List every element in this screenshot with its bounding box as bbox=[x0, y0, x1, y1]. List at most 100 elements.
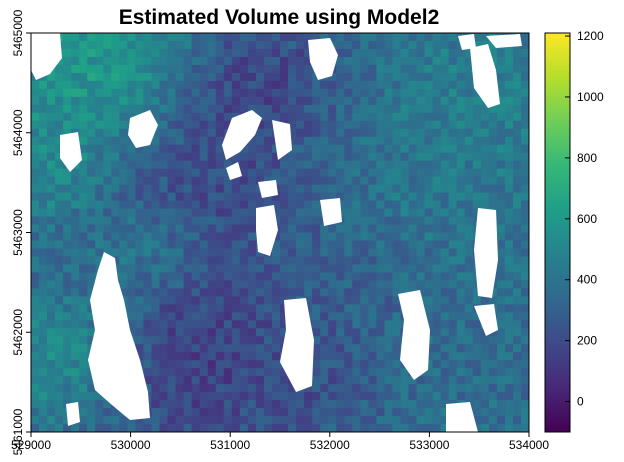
raster-cell bbox=[504, 384, 514, 393]
raster-cell bbox=[512, 336, 522, 345]
raster-cell bbox=[360, 168, 369, 178]
raster-cell bbox=[368, 424, 377, 432]
raster-cell bbox=[288, 248, 297, 258]
raster-cell bbox=[448, 280, 458, 289]
raster-cell bbox=[87, 120, 96, 130]
raster-cell bbox=[280, 256, 289, 266]
raster-cell bbox=[384, 216, 394, 226]
raster-cell bbox=[247, 48, 257, 58]
raster-cell bbox=[392, 33, 402, 42]
raster-cell bbox=[63, 352, 72, 361]
raster-cell bbox=[512, 368, 522, 377]
raster-cell bbox=[247, 400, 257, 409]
raster-cell bbox=[408, 120, 418, 130]
raster-cell bbox=[255, 56, 265, 66]
raster-cell bbox=[263, 112, 273, 122]
raster-cell bbox=[247, 328, 257, 337]
raster-cell bbox=[328, 272, 337, 281]
raster-cell bbox=[320, 320, 329, 329]
raster-cell bbox=[448, 216, 458, 226]
raster-cell bbox=[328, 360, 337, 369]
raster-cell bbox=[223, 272, 233, 281]
raster-cell bbox=[95, 88, 104, 98]
raster-cell bbox=[456, 384, 466, 393]
raster-cell bbox=[263, 144, 273, 154]
raster-cell bbox=[71, 88, 80, 98]
raster-cell bbox=[135, 232, 145, 242]
raster-cell bbox=[71, 368, 80, 377]
raster-cell bbox=[496, 280, 506, 289]
raster-cell bbox=[296, 96, 305, 106]
raster-cell bbox=[151, 96, 161, 106]
raster-cell bbox=[175, 168, 185, 178]
raster-cell bbox=[320, 192, 329, 202]
raster-cell bbox=[239, 184, 249, 194]
raster-cell bbox=[199, 224, 209, 234]
no-data-region bbox=[398, 290, 430, 380]
raster-cell bbox=[199, 256, 209, 266]
raster-cell bbox=[31, 280, 40, 289]
raster-cell bbox=[408, 88, 418, 98]
raster-cell bbox=[263, 304, 273, 313]
raster-cell bbox=[400, 368, 410, 377]
raster-cell bbox=[263, 136, 273, 146]
raster-cell bbox=[456, 328, 466, 337]
raster-cell bbox=[135, 48, 145, 58]
raster-cell bbox=[95, 392, 104, 401]
raster-cell bbox=[432, 64, 442, 74]
raster-cell bbox=[464, 216, 474, 226]
raster-cell bbox=[247, 296, 257, 305]
raster-cell bbox=[424, 56, 434, 66]
raster-cell bbox=[175, 288, 185, 297]
raster-cell bbox=[384, 248, 394, 258]
raster-cell bbox=[312, 33, 321, 42]
raster-cell bbox=[191, 288, 201, 297]
raster-cell bbox=[151, 384, 161, 393]
raster-cell bbox=[520, 288, 529, 297]
raster-cell bbox=[103, 208, 112, 218]
raster-cell bbox=[344, 376, 353, 385]
raster-cell bbox=[408, 232, 418, 242]
raster-cell bbox=[336, 64, 345, 74]
raster-cell bbox=[360, 392, 369, 401]
raster-cell bbox=[280, 168, 289, 178]
no-data-region bbox=[128, 110, 158, 148]
no-data-region bbox=[320, 198, 342, 226]
raster-cell bbox=[199, 296, 209, 305]
raster-cell bbox=[512, 360, 522, 369]
raster-cell bbox=[247, 312, 257, 321]
raster-cell bbox=[271, 400, 281, 409]
raster-cell bbox=[175, 280, 185, 289]
raster-cell bbox=[288, 168, 297, 178]
raster-cell bbox=[512, 408, 522, 417]
raster-cell bbox=[127, 240, 137, 250]
raster-cell bbox=[191, 224, 201, 234]
raster-cell bbox=[143, 344, 153, 353]
raster-cell bbox=[159, 176, 169, 186]
raster-cell bbox=[424, 352, 434, 361]
raster-cell bbox=[31, 392, 40, 401]
raster-cell bbox=[95, 176, 104, 186]
raster-cell bbox=[456, 240, 466, 250]
raster-cell bbox=[480, 192, 490, 202]
raster-cell bbox=[384, 400, 394, 409]
raster-cell bbox=[215, 376, 225, 385]
raster-cell bbox=[199, 168, 209, 178]
raster-cell bbox=[360, 272, 369, 281]
raster-cell bbox=[255, 33, 265, 42]
raster-cell bbox=[79, 56, 88, 66]
raster-cell bbox=[512, 96, 522, 106]
raster-cell bbox=[504, 192, 514, 202]
raster-cell bbox=[39, 192, 48, 202]
raster-cell bbox=[87, 376, 96, 385]
raster-cell bbox=[392, 168, 402, 178]
raster-cell bbox=[175, 56, 185, 66]
raster-cell bbox=[296, 144, 305, 154]
raster-cell bbox=[280, 208, 289, 218]
raster-cell bbox=[79, 376, 88, 385]
raster-cell bbox=[448, 64, 458, 74]
raster-cell bbox=[103, 224, 112, 234]
raster-cell bbox=[440, 360, 450, 369]
raster-cell bbox=[143, 88, 153, 98]
raster-cell bbox=[488, 352, 498, 361]
